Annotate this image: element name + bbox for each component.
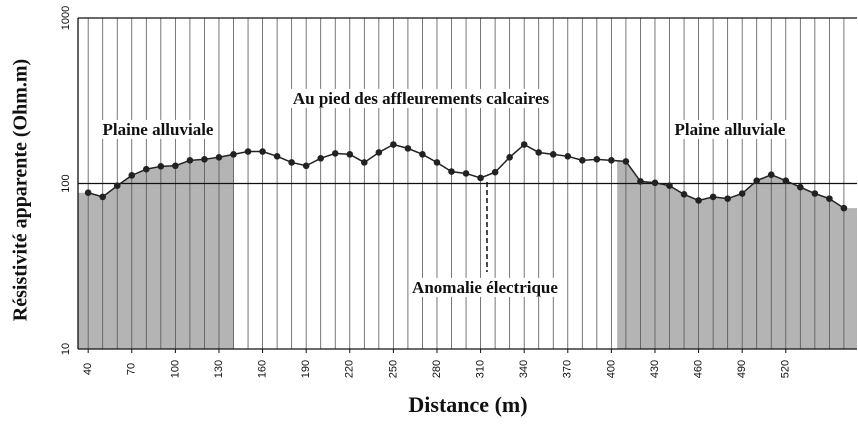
x-tick-label: 40: [82, 363, 94, 375]
point: [288, 159, 295, 166]
annotation-bg: [99, 119, 217, 139]
annotation: Au pied des affleurements calcaires: [293, 89, 550, 108]
x-tick-label: 280: [431, 360, 443, 378]
point: [680, 191, 688, 198]
x-tick-label: 400: [605, 360, 617, 378]
annotation: Plaine alluviale: [675, 120, 786, 139]
x-tick-label: 430: [649, 360, 661, 378]
point: [826, 195, 833, 202]
point: [724, 195, 731, 202]
point: [419, 151, 426, 158]
point: [462, 170, 470, 177]
x-tick-label: 370: [562, 360, 574, 378]
point: [520, 141, 528, 148]
x-tick-label: 460: [692, 360, 704, 378]
y-tick-label: 10: [60, 343, 72, 355]
point: [622, 158, 630, 165]
annotation: Anomalie électrique: [412, 278, 558, 297]
y-tick-label: 100: [60, 174, 72, 192]
point: [579, 157, 586, 164]
point: [230, 151, 237, 158]
x-tick-label: 130: [213, 360, 225, 378]
point: [157, 163, 165, 170]
point: [753, 177, 761, 184]
x-tick-label: 160: [256, 360, 268, 378]
point: [128, 172, 136, 179]
point: [491, 168, 499, 176]
x-tick-label: 250: [387, 360, 399, 378]
point: [593, 156, 601, 163]
point: [331, 150, 339, 157]
point: [99, 193, 107, 201]
x-tick-label: 220: [344, 360, 356, 378]
x-tick-label: 340: [518, 360, 530, 378]
point: [767, 171, 775, 179]
point: [113, 182, 121, 189]
y-tick-label: 1000: [60, 6, 72, 30]
point: [695, 197, 702, 204]
annotation-bg: [671, 119, 789, 139]
point: [404, 145, 412, 152]
annotation-bg: [289, 88, 553, 108]
point: [259, 148, 266, 155]
point: [738, 190, 746, 197]
point: [244, 148, 252, 155]
point: [506, 153, 513, 161]
point: [709, 193, 717, 201]
point: [390, 141, 397, 148]
point: [564, 152, 572, 160]
point: [186, 157, 194, 164]
point: [448, 168, 455, 175]
x-tick-label: 70: [126, 363, 138, 375]
point: [84, 189, 92, 196]
point: [273, 152, 281, 160]
x-tick-label: 100: [169, 360, 181, 378]
point: [811, 190, 819, 197]
point: [637, 178, 644, 185]
point: [608, 157, 615, 164]
point: [317, 154, 325, 162]
point: [172, 162, 179, 170]
annotation-bg: [409, 277, 562, 297]
x-tick-label: 310: [474, 360, 486, 378]
point: [535, 149, 543, 156]
x-tick-label: 520: [780, 360, 792, 378]
point: [201, 156, 208, 163]
x-tick-label: 490: [736, 360, 748, 378]
point: [782, 177, 790, 184]
x-axis-title: Distance (m): [408, 392, 527, 417]
point: [346, 151, 354, 158]
point: [549, 151, 557, 158]
point: [143, 165, 150, 173]
point: [375, 149, 383, 156]
point: [477, 174, 484, 182]
point: [433, 159, 441, 166]
point: [302, 162, 310, 170]
point: [361, 159, 368, 166]
point: [797, 183, 804, 191]
x-tick-label: 190: [300, 360, 312, 378]
annotation: Plaine alluviale: [103, 120, 214, 139]
point: [651, 179, 659, 187]
point: [840, 204, 848, 212]
point: [666, 182, 673, 189]
y-axis-title: Résistivité apparente (Ohm.m): [10, 59, 32, 321]
point: [215, 153, 223, 161]
